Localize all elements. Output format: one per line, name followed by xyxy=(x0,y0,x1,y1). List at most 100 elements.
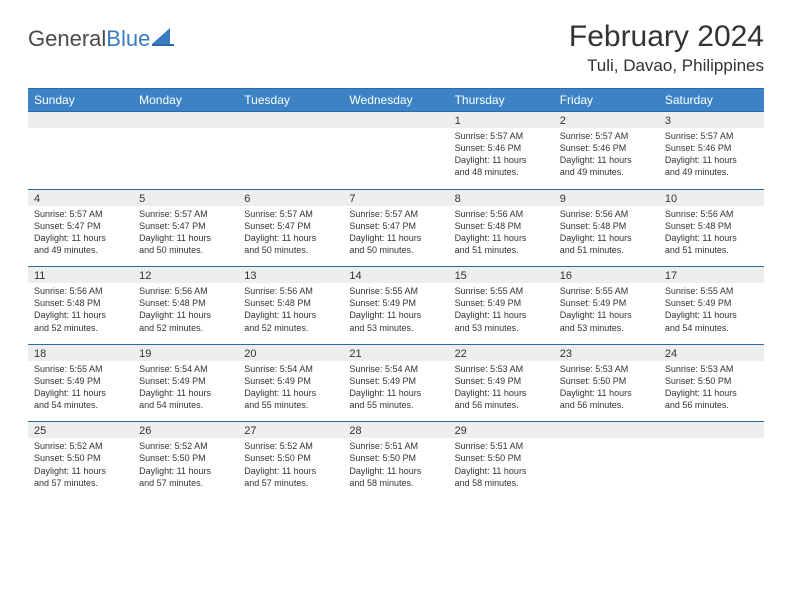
sun-info-line: Sunrise: 5:55 AM xyxy=(34,363,127,375)
sun-info-line: Sunset: 5:48 PM xyxy=(139,297,232,309)
sun-info-line: and 58 minutes. xyxy=(349,477,442,489)
day-number-cell: 7 xyxy=(343,189,448,206)
sun-info-line: Sunrise: 5:56 AM xyxy=(244,285,337,297)
day-content-cell: Sunrise: 5:53 AMSunset: 5:50 PMDaylight:… xyxy=(554,361,659,422)
brand-logo: GeneralBlue xyxy=(28,26,174,52)
sun-info-line: Sunrise: 5:57 AM xyxy=(665,130,758,142)
sun-info-line: and 55 minutes. xyxy=(244,399,337,411)
sun-info-line: Sunset: 5:50 PM xyxy=(665,375,758,387)
day-content-row: Sunrise: 5:56 AMSunset: 5:48 PMDaylight:… xyxy=(28,283,764,344)
sun-info-line: Sunset: 5:50 PM xyxy=(349,452,442,464)
weekday-header: Tuesday xyxy=(238,89,343,112)
day-number-cell: 2 xyxy=(554,112,659,129)
day-content-row: Sunrise: 5:55 AMSunset: 5:49 PMDaylight:… xyxy=(28,361,764,422)
sun-info-line: and 50 minutes. xyxy=(139,244,232,256)
sun-info-line: Sunset: 5:50 PM xyxy=(455,452,548,464)
day-content-cell xyxy=(133,128,238,189)
sun-info-line: Daylight: 11 hours xyxy=(560,309,653,321)
day-number-cell xyxy=(343,112,448,129)
sun-info-line: Sunset: 5:49 PM xyxy=(139,375,232,387)
sun-info-line: Sunset: 5:49 PM xyxy=(455,297,548,309)
sun-info-line: and 51 minutes. xyxy=(560,244,653,256)
sun-info-line: Sunrise: 5:53 AM xyxy=(665,363,758,375)
day-number-cell: 3 xyxy=(659,112,764,129)
day-number-cell xyxy=(659,422,764,439)
sun-info-line: Sunrise: 5:57 AM xyxy=(349,208,442,220)
day-content-cell: Sunrise: 5:55 AMSunset: 5:49 PMDaylight:… xyxy=(659,283,764,344)
day-number-cell: 27 xyxy=(238,422,343,439)
sun-info-line: Sunrise: 5:54 AM xyxy=(139,363,232,375)
sun-info-line: Sunset: 5:46 PM xyxy=(455,142,548,154)
day-content-row: Sunrise: 5:52 AMSunset: 5:50 PMDaylight:… xyxy=(28,438,764,499)
sun-info-line: and 53 minutes. xyxy=(560,322,653,334)
sun-info-line: Daylight: 11 hours xyxy=(244,309,337,321)
day-content-row: Sunrise: 5:57 AMSunset: 5:47 PMDaylight:… xyxy=(28,206,764,267)
sun-info-line: Daylight: 11 hours xyxy=(349,309,442,321)
sun-info-line: and 56 minutes. xyxy=(665,399,758,411)
day-number-cell: 1 xyxy=(449,112,554,129)
day-content-cell: Sunrise: 5:54 AMSunset: 5:49 PMDaylight:… xyxy=(133,361,238,422)
weekday-header: Saturday xyxy=(659,89,764,112)
sun-info-line: and 56 minutes. xyxy=(455,399,548,411)
day-content-cell: Sunrise: 5:57 AMSunset: 5:46 PMDaylight:… xyxy=(659,128,764,189)
sun-info-line: Sunset: 5:48 PM xyxy=(34,297,127,309)
sun-info-line: Daylight: 11 hours xyxy=(244,387,337,399)
sun-info-line: Sunrise: 5:56 AM xyxy=(665,208,758,220)
sun-info-line: Daylight: 11 hours xyxy=(244,465,337,477)
sun-info-line: Sunrise: 5:57 AM xyxy=(139,208,232,220)
sun-info-line: Daylight: 11 hours xyxy=(139,309,232,321)
sun-info-line: Daylight: 11 hours xyxy=(34,309,127,321)
weekday-header-row: Sunday Monday Tuesday Wednesday Thursday… xyxy=(28,89,764,112)
sun-info-line: Sunrise: 5:56 AM xyxy=(560,208,653,220)
day-content-cell: Sunrise: 5:56 AMSunset: 5:48 PMDaylight:… xyxy=(28,283,133,344)
day-number-cell: 25 xyxy=(28,422,133,439)
sun-info-line: Sunset: 5:46 PM xyxy=(560,142,653,154)
weekday-header: Thursday xyxy=(449,89,554,112)
day-content-cell: Sunrise: 5:52 AMSunset: 5:50 PMDaylight:… xyxy=(28,438,133,499)
day-content-cell: Sunrise: 5:57 AMSunset: 5:47 PMDaylight:… xyxy=(28,206,133,267)
sun-info-line: and 54 minutes. xyxy=(665,322,758,334)
sun-info-line: Daylight: 11 hours xyxy=(349,465,442,477)
day-content-cell xyxy=(659,438,764,499)
sun-info-line: and 52 minutes. xyxy=(139,322,232,334)
sun-info-line: Sunrise: 5:55 AM xyxy=(455,285,548,297)
day-number-cell: 8 xyxy=(449,189,554,206)
day-number-cell: 12 xyxy=(133,267,238,284)
day-number-cell: 6 xyxy=(238,189,343,206)
sun-info-line: and 51 minutes. xyxy=(665,244,758,256)
day-number-cell xyxy=(238,112,343,129)
day-number-row: 2526272829 xyxy=(28,422,764,439)
day-content-cell: Sunrise: 5:55 AMSunset: 5:49 PMDaylight:… xyxy=(28,361,133,422)
day-number-cell: 16 xyxy=(554,267,659,284)
sun-info-line: Daylight: 11 hours xyxy=(665,387,758,399)
sun-info-line: Daylight: 11 hours xyxy=(139,465,232,477)
day-content-cell: Sunrise: 5:57 AMSunset: 5:47 PMDaylight:… xyxy=(238,206,343,267)
sun-info-line: Sunrise: 5:52 AM xyxy=(139,440,232,452)
day-content-cell xyxy=(238,128,343,189)
day-number-cell xyxy=(554,422,659,439)
sun-info-line: Sunset: 5:49 PM xyxy=(455,375,548,387)
day-content-cell: Sunrise: 5:55 AMSunset: 5:49 PMDaylight:… xyxy=(449,283,554,344)
day-number-cell: 23 xyxy=(554,344,659,361)
day-number-row: 11121314151617 xyxy=(28,267,764,284)
sun-info-line: and 57 minutes. xyxy=(244,477,337,489)
sun-info-line: Sunrise: 5:52 AM xyxy=(244,440,337,452)
sun-info-line: Sunrise: 5:57 AM xyxy=(560,130,653,142)
day-content-cell: Sunrise: 5:56 AMSunset: 5:48 PMDaylight:… xyxy=(238,283,343,344)
day-content-cell: Sunrise: 5:57 AMSunset: 5:47 PMDaylight:… xyxy=(343,206,448,267)
sun-info-line: Sunset: 5:49 PM xyxy=(560,297,653,309)
page-title: February 2024 xyxy=(569,20,764,54)
day-number-cell: 22 xyxy=(449,344,554,361)
sun-info-line: Daylight: 11 hours xyxy=(34,387,127,399)
sun-info-line: and 52 minutes. xyxy=(244,322,337,334)
sun-info-line: Daylight: 11 hours xyxy=(560,387,653,399)
sun-info-line: Sunset: 5:50 PM xyxy=(139,452,232,464)
sun-info-line: and 58 minutes. xyxy=(455,477,548,489)
sun-info-line: Sunset: 5:49 PM xyxy=(244,375,337,387)
day-content-cell xyxy=(28,128,133,189)
day-content-cell: Sunrise: 5:55 AMSunset: 5:49 PMDaylight:… xyxy=(343,283,448,344)
sun-info-line: and 49 minutes. xyxy=(34,244,127,256)
sun-info-line: Sunrise: 5:54 AM xyxy=(244,363,337,375)
day-content-cell: Sunrise: 5:57 AMSunset: 5:46 PMDaylight:… xyxy=(449,128,554,189)
day-content-cell: Sunrise: 5:56 AMSunset: 5:48 PMDaylight:… xyxy=(659,206,764,267)
